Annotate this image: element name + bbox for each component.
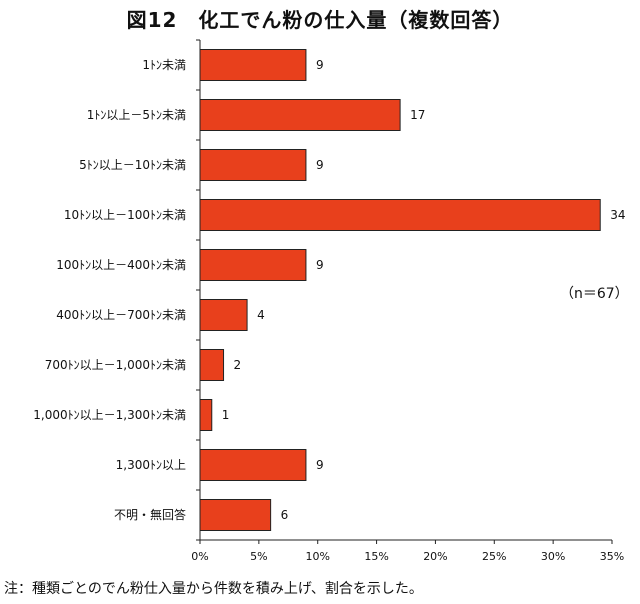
category-label: 5ﾄﾝ以上－10ﾄﾝ未満 xyxy=(79,158,186,172)
x-tick-label: 0% xyxy=(191,550,208,563)
bar xyxy=(199,449,307,481)
bar-value-label: 9 xyxy=(316,158,324,172)
bar-value-label: 17 xyxy=(410,108,425,122)
category-label: 1ﾄﾝ未満 xyxy=(142,58,186,72)
x-tick-label: 20% xyxy=(423,550,447,563)
x-tick-label: 10% xyxy=(305,550,329,563)
bar-value-label: 1 xyxy=(222,408,230,422)
category-label: 10ﾄﾝ以上－100ﾄﾝ未満 xyxy=(64,208,186,222)
x-tick-label: 35% xyxy=(600,550,624,563)
x-tick-label: 30% xyxy=(541,550,565,563)
bar-value-label: 9 xyxy=(316,458,324,472)
x-tick-label: 5% xyxy=(250,550,267,563)
category-label: 700ﾄﾝ以上－1,000ﾄﾝ未満 xyxy=(45,358,186,372)
bar xyxy=(199,399,213,431)
bar-value-label: 6 xyxy=(281,508,289,522)
category-label: 1,000ﾄﾝ以上－1,300ﾄﾝ未満 xyxy=(33,408,186,422)
category-label: 400ﾄﾝ以上－700ﾄﾝ未満 xyxy=(56,308,186,322)
bar-value-label: 9 xyxy=(316,58,324,72)
bar xyxy=(199,49,307,81)
x-tick-label: 15% xyxy=(364,550,388,563)
chart-title: 図12 化工でん粉の仕入量（複数回答） xyxy=(126,8,514,32)
bar-value-label: 9 xyxy=(316,258,324,272)
bar xyxy=(199,199,601,231)
bar xyxy=(199,299,248,331)
category-label: 不明・無回答 xyxy=(114,507,186,522)
bar xyxy=(199,349,225,381)
category-label: 1ﾄﾝ以上－5ﾄﾝ未満 xyxy=(87,108,186,122)
bar xyxy=(199,149,307,181)
category-label: 100ﾄﾝ以上－400ﾄﾝ未満 xyxy=(56,258,186,272)
bar xyxy=(199,499,272,531)
sample-size-label: （n＝67） xyxy=(560,286,629,302)
bar xyxy=(199,249,307,281)
bar xyxy=(199,99,401,131)
chart-note: 注：種類ごとのでん粉仕入量から件数を積み上げ、割合を示した。 xyxy=(4,581,423,597)
bar-value-label: 2 xyxy=(234,358,242,372)
bar-value-label: 34 xyxy=(610,208,625,222)
category-label: 1,300ﾄﾝ以上 xyxy=(116,458,186,472)
bar-value-label: 4 xyxy=(257,308,265,322)
x-tick-label: 25% xyxy=(482,550,506,563)
